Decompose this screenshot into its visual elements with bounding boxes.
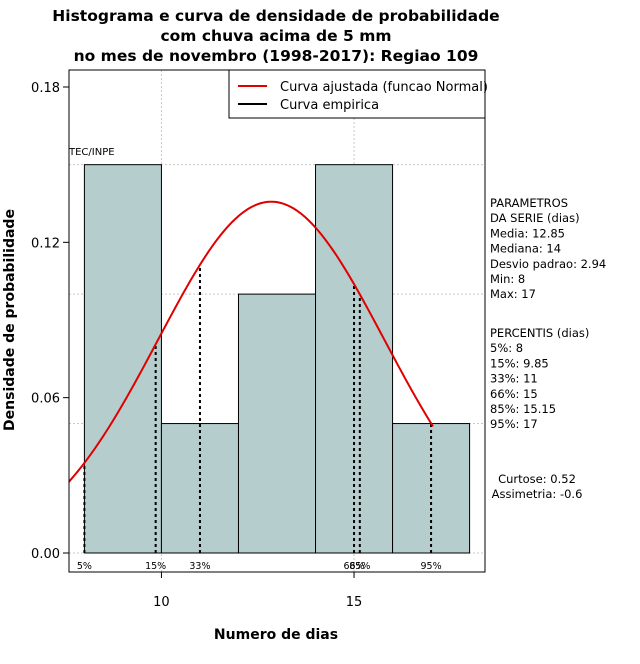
percentile-label: 85% — [349, 561, 370, 572]
y-tick-label: 0.06 — [31, 392, 60, 407]
percentis-line: 66%: 15 — [490, 387, 538, 401]
chart-title: Histograma e curva de densidade de proba… — [52, 7, 499, 65]
y-tick-label: 0.18 — [31, 81, 60, 96]
title-line: Histograma e curva de densidade de proba… — [52, 7, 499, 25]
parametros-line: Max: 17 — [490, 287, 536, 301]
y-tick-label: 0.12 — [31, 236, 60, 251]
histogram-bars — [83, 164, 471, 554]
x-tick-label: 15 — [346, 595, 363, 610]
legend: Curva ajustada (funcao Normal) Curva empi… — [228, 69, 488, 119]
percentis-line: 85%: 15.15 — [490, 402, 556, 416]
percentis-line: 95%: 17 — [490, 417, 538, 431]
parametros-line: Desvio padrao: 2.94 — [490, 257, 606, 271]
legend-label: Curva ajustada (funcao Normal) — [280, 80, 488, 95]
shape-line: Assimetria: -0.6 — [492, 487, 583, 501]
percentile-label: 95% — [421, 561, 442, 572]
percentis-line: 15%: 9.85 — [490, 356, 549, 370]
histogram-bar — [83, 164, 162, 554]
normal-curve — [68, 200, 434, 483]
percentile-label: 15% — [145, 561, 166, 572]
y-tick-label: 0.00 — [31, 547, 60, 562]
percentile-label: 5% — [77, 561, 92, 572]
y-axis-title: Densidade de probabilidade — [2, 209, 18, 431]
axes: 0.00 0.06 0.12 0.18 10 15 — [31, 69, 486, 610]
percentis-line: 33%: 11 — [490, 372, 538, 386]
histogram-bar — [160, 423, 239, 554]
title-line: com chuva acima de 5 mm — [160, 27, 391, 45]
percentile-lines: 5% 15% 33% 66%85% 95% — [77, 264, 442, 572]
legend-box — [228, 69, 486, 119]
histogram-bar — [392, 423, 471, 554]
watermark-label: TEC/INPE — [68, 147, 115, 158]
percentis-line: 5%: 8 — [490, 341, 523, 355]
parametros-line: PARAMETROS — [490, 196, 568, 210]
x-tick-label: 10 — [153, 595, 170, 610]
percentile-label: 33% — [189, 561, 210, 572]
legend-label: Curva empirica — [280, 98, 379, 113]
percentis-line: PERCENTIS (dias) — [490, 326, 589, 340]
histogram-bar — [237, 293, 317, 554]
shape-line: Curtose: 0.52 — [498, 472, 576, 486]
parametros-line: Media: 12.85 — [490, 226, 565, 240]
parametros-line: Min: 8 — [490, 272, 525, 286]
x-axis-title: Numero de dias — [214, 627, 338, 643]
parametros-line: DA SERIE (dias) — [490, 211, 580, 225]
parametros-line: Mediana: 14 — [490, 242, 561, 256]
normal-curve-line — [68, 200, 434, 483]
title-line: no mes de novembro (1998-2017): Regiao 1… — [74, 47, 479, 65]
percentile-label: 66% — [343, 561, 364, 572]
